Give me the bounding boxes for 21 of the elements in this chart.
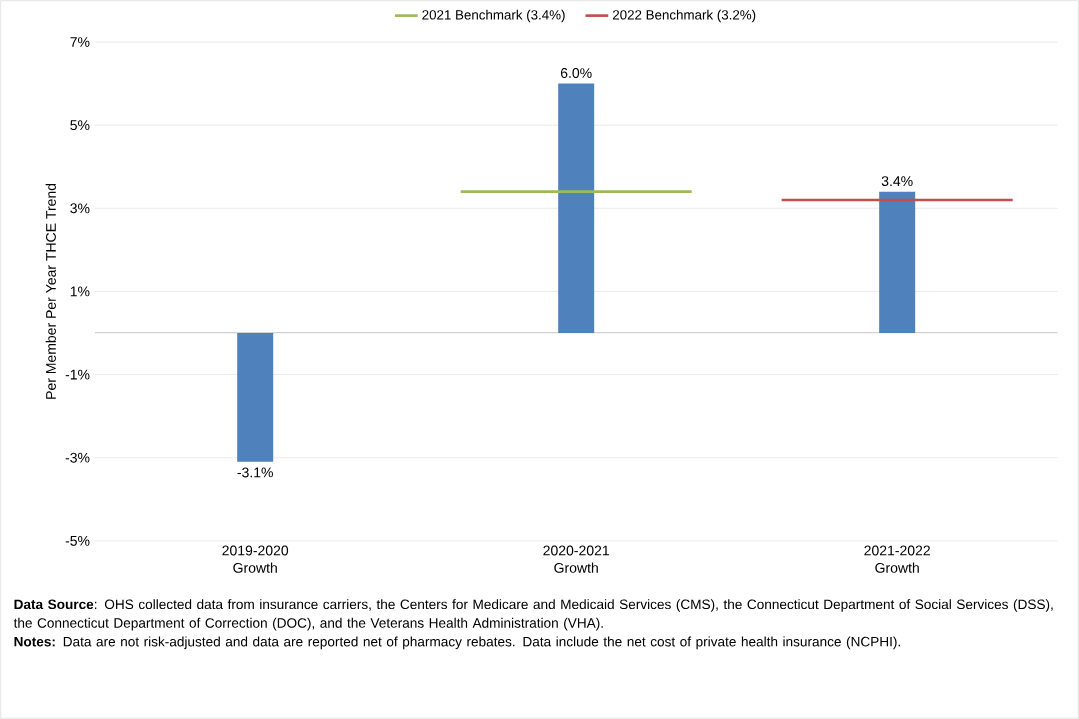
legend-label: 2022 Benchmark (3.2%) [612, 9, 756, 23]
y-tick-label: 3% [70, 203, 90, 214]
text: Notes: Data are not risk-adjusted and data are reported net of pharmacy rebates. Data include the net cost of private health insurance (NCPHI). [14, 636, 900, 650]
y-tick-label: -5% [65, 535, 90, 546]
bar [879, 191, 916, 334]
y-tick-label: 7% [70, 37, 90, 47]
y-tick-label: -1% [65, 369, 90, 380]
y-tick-label: 5% [70, 120, 90, 131]
legend-label: 2021 Benchmark (3.4%) [422, 9, 565, 23]
data-label: -3.1% [237, 467, 273, 478]
data-label: 6.0% [560, 68, 592, 79]
y-axis-title: Per Member Per Year THCE Trend [45, 183, 56, 399]
data-label: 3.4% [881, 176, 913, 187]
y-tick-label: 1% [70, 286, 90, 297]
text: Data Source: OHS collected data from insurance carriers, the Centers for Medicare and Medicaid Services (CMS), the Connecticut Department of Social Services (DSS), the Connecticut Department of Correction (DOC), and the Veterans Health Administration (VHA). [13, 599, 1053, 631]
x-tick-label: 2019-2020 Growth [222, 545, 289, 573]
bar [558, 83, 595, 334]
y-tick-label: -3% [65, 452, 90, 463]
x-tick-label: 2020-2021 Growth [543, 545, 609, 573]
bar [237, 333, 274, 462]
x-tick-label: 2021-2022 Growth [864, 545, 930, 573]
